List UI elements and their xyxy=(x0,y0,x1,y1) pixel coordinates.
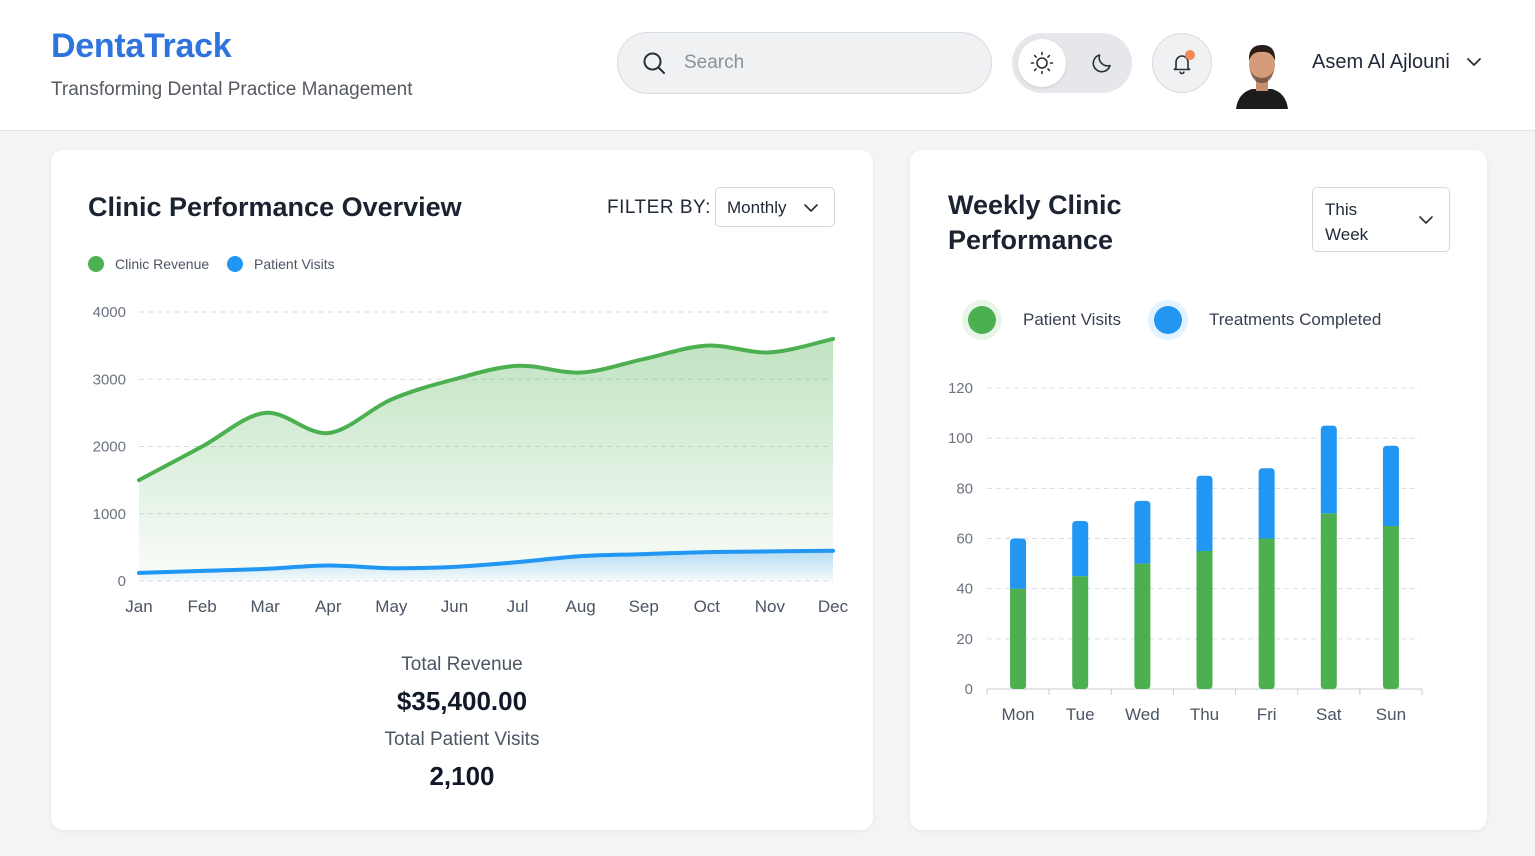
bar-segment xyxy=(1196,551,1213,689)
chevron-down-icon[interactable] xyxy=(1466,56,1482,68)
bar-segment xyxy=(1196,475,1213,552)
week-filter-line: This xyxy=(1325,200,1358,219)
theme-toggle[interactable] xyxy=(1012,33,1132,93)
clinic-performance-card: Clinic Performance Overview FILTER BY: M… xyxy=(51,150,873,830)
legend-label: Patient Visits xyxy=(254,256,335,272)
filter-label: FILTER BY: xyxy=(607,197,711,218)
x-tick-label: Tue xyxy=(1066,705,1095,724)
period-filter-select[interactable]: Monthly xyxy=(715,187,835,227)
card-title: Weekly Clinic Performance xyxy=(948,188,1122,258)
card-title: Clinic Performance Overview xyxy=(88,192,462,222)
x-tick-label: Thu xyxy=(1190,705,1219,724)
bar-segment xyxy=(1072,576,1089,689)
y-tick-label: 0 xyxy=(965,681,973,698)
x-tick-label: Dec xyxy=(818,597,849,616)
top-header: DentaTrack Transforming Dental Practice … xyxy=(0,0,1535,131)
series-line xyxy=(137,548,835,575)
x-tick-label: Oct xyxy=(694,597,721,616)
x-tick-label: Feb xyxy=(187,597,216,616)
bar-segment xyxy=(1072,520,1089,577)
x-tick-label: Sun xyxy=(1376,705,1406,724)
bar-segment xyxy=(1382,525,1399,689)
legend-label: Patient Visits xyxy=(1023,310,1121,329)
legend-dot xyxy=(88,256,104,272)
legend-dot xyxy=(227,256,243,272)
user-name[interactable]: Asem Al Ajlouni xyxy=(1312,51,1450,73)
week-filter-select[interactable]: This Week xyxy=(1312,187,1450,252)
y-tick-label: 2000 xyxy=(93,439,126,456)
notification-dot xyxy=(1185,50,1195,60)
brand-subtitle: Transforming Dental Practice Management xyxy=(51,79,413,100)
sun-icon xyxy=(1030,51,1054,75)
legend-item-patient-visits[interactable]: Patient Visits xyxy=(962,300,1121,340)
legend-item-revenue[interactable]: Clinic Revenue xyxy=(88,256,209,272)
card-title-line: Performance xyxy=(948,225,1114,255)
card-title-line: Weekly Clinic xyxy=(948,190,1122,220)
chevron-down-icon xyxy=(1419,216,1433,224)
legend-label: Clinic Revenue xyxy=(115,256,210,272)
week-filter-line: Week xyxy=(1325,225,1369,244)
y-tick-label: 20 xyxy=(956,631,973,648)
dark-mode-button[interactable] xyxy=(1078,39,1126,87)
y-tick-label: 100 xyxy=(948,430,973,447)
bar-segment xyxy=(1258,468,1275,539)
x-tick-label: May xyxy=(375,597,408,616)
moon-icon xyxy=(1092,54,1111,73)
x-tick-label: Fri xyxy=(1257,705,1277,724)
total-revenue-label: Total Revenue xyxy=(401,654,523,675)
weekly-bar-chart: 0 20 40 60 80 100 120 Mon Tue Wed Thu Fri Sat Sun xyxy=(948,380,1423,724)
bar-segment xyxy=(1010,588,1027,689)
period-filter-value: Monthly xyxy=(727,198,787,217)
notifications-button[interactable] xyxy=(1152,33,1212,93)
x-tick-label: Sat xyxy=(1316,705,1342,724)
legend-label: Treatments Completed xyxy=(1209,310,1382,329)
legend-dot xyxy=(962,300,1002,340)
chevron-down-icon xyxy=(804,204,818,212)
totals-section: Total Revenue $35,400.00 Total Patient V… xyxy=(51,654,873,792)
y-tick-label: 120 xyxy=(948,380,973,397)
x-tick-label: Apr xyxy=(315,597,342,616)
bell-icon xyxy=(1173,55,1191,75)
y-tick-label: 3000 xyxy=(93,371,126,388)
series-area xyxy=(139,338,833,581)
bar-segment xyxy=(1134,500,1151,564)
bar-segment xyxy=(1320,425,1337,514)
y-tick-label: 40 xyxy=(956,581,973,598)
x-tick-label: Mon xyxy=(1002,705,1035,724)
total-visits-value: 2,100 xyxy=(429,761,495,791)
legend-item-visits[interactable]: Patient Visits xyxy=(227,256,335,272)
avatar[interactable] xyxy=(1234,37,1290,109)
y-tick-label: 80 xyxy=(956,480,973,497)
bar-segment xyxy=(1010,538,1027,589)
x-tick-label: Mar xyxy=(251,597,281,616)
legend-item-treatments[interactable]: Treatments Completed xyxy=(1148,300,1381,340)
search-bar[interactable] xyxy=(617,32,992,94)
legend-dot xyxy=(1148,300,1188,340)
y-tick-label: 4000 xyxy=(93,304,126,321)
x-tick-label: Jul xyxy=(507,597,529,616)
weekly-performance-card: Weekly Clinic Performance This Week Pati… xyxy=(910,150,1487,830)
y-tick-label: 1000 xyxy=(93,506,126,523)
total-revenue-value: $35,400.00 xyxy=(396,686,528,716)
x-tick-label: Aug xyxy=(566,597,596,616)
light-mode-button[interactable] xyxy=(1018,39,1066,87)
bar-segment xyxy=(1320,513,1337,689)
x-tick-label: Jun xyxy=(441,597,468,616)
series-line xyxy=(137,336,835,483)
y-tick-label: 60 xyxy=(956,531,973,548)
x-tick-label: Wed xyxy=(1125,705,1160,724)
x-tick-label: Jan xyxy=(125,597,152,616)
search-icon xyxy=(643,52,665,74)
brand-title[interactable]: DentaTrack xyxy=(51,27,232,65)
bar-segment xyxy=(1134,563,1151,689)
y-tick-label: 0 xyxy=(118,573,126,590)
x-tick-label: Sep xyxy=(629,597,659,616)
bar-segment xyxy=(1382,445,1399,526)
revenue-area-chart: 0 1000 2000 3000 4000 Jan Feb Mar Apr May Jun Jul Au… xyxy=(93,304,849,616)
x-tick-label: Nov xyxy=(755,597,786,616)
search-input[interactable] xyxy=(684,52,964,74)
total-visits-label: Total Patient Visits xyxy=(384,729,540,750)
bar-segment xyxy=(1258,538,1275,689)
week-filter-value: This Week xyxy=(1325,197,1368,247)
